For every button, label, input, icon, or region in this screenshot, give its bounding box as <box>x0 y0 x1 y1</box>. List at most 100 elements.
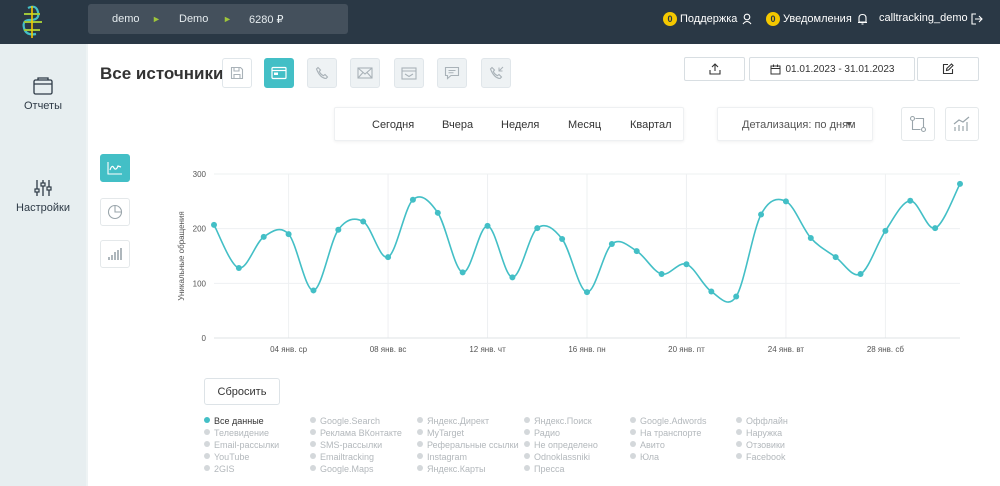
chevron-right-icon: ► <box>152 14 161 24</box>
logout-icon[interactable] <box>971 13 983 25</box>
tab-month[interactable]: Месяц <box>568 119 602 131</box>
edit-report-button[interactable] <box>917 57 979 81</box>
legend-dot-icon <box>417 417 423 423</box>
legend-item[interactable]: Instagram <box>417 452 467 462</box>
legend-label: Наружка <box>746 428 783 438</box>
data-point <box>932 225 939 232</box>
legend-item[interactable]: Google.Maps <box>310 464 374 474</box>
data-point <box>484 222 491 229</box>
line-chart: 0 100 200 300 04 янв. ср 08 янв. вс 12 янв. чт… <box>177 170 963 354</box>
legend-item[interactable]: 2GIS <box>204 464 235 474</box>
reset-button[interactable]: Сбросить <box>204 378 280 405</box>
legend-item[interactable]: Яндекс.Карты <box>417 464 485 474</box>
tab-today[interactable]: Сегодня <box>372 119 415 131</box>
legend-item[interactable]: Юла <box>630 452 659 462</box>
data-point <box>782 198 789 205</box>
account-name: Demo <box>179 13 209 25</box>
trend-button[interactable] <box>945 107 979 141</box>
date-range-picker[interactable]: 01.01.2023 - 31.01.2023 <box>749 57 915 81</box>
data-point <box>683 261 690 268</box>
legend-item[interactable]: Отзовики <box>736 440 785 450</box>
legend-item[interactable]: Odnoklassniki <box>524 452 590 462</box>
user-menu[interactable]: calltracking_demo <box>879 12 968 24</box>
legend-dot-icon <box>417 441 423 447</box>
chevron-right-icon: ► <box>223 14 232 24</box>
tab-week[interactable]: Неделя <box>501 119 540 131</box>
notifications-button[interactable]: 0 Уведомления <box>766 12 868 26</box>
legend-item[interactable]: Пресса <box>524 464 565 474</box>
forms-filter-button[interactable] <box>394 58 424 88</box>
data-point <box>434 209 441 216</box>
legend-item[interactable]: Оффлайн <box>736 416 788 426</box>
legend-dot-icon <box>417 465 423 471</box>
legend-item[interactable]: SMS-рассылки <box>310 440 382 450</box>
legend-item[interactable]: Яндекс.Поиск <box>524 416 592 426</box>
line-chart-icon <box>107 162 122 175</box>
settings-sliders-icon <box>34 180 52 196</box>
legend-item[interactable]: YouTube <box>204 452 249 462</box>
username: calltracking_demo <box>879 12 968 24</box>
support-button[interactable]: 0 Поддержка <box>663 12 753 26</box>
data-point <box>708 288 715 295</box>
legend-dot-icon <box>204 417 210 423</box>
data-point <box>882 227 889 234</box>
phone-icon <box>315 66 329 80</box>
calltracking-logo[interactable] <box>14 2 54 42</box>
sidebar-item-reports[interactable]: Отчеты <box>0 76 86 112</box>
chat-filter-button[interactable] <box>437 58 467 88</box>
browser-window-icon <box>271 66 287 80</box>
tab-yesterday[interactable]: Вчера <box>442 119 474 131</box>
y-axis-label: Уникальные обращения <box>177 211 186 301</box>
legend-label: Emailtracking <box>320 452 375 462</box>
account-login: demo <box>112 13 140 25</box>
compare-button[interactable] <box>901 107 935 141</box>
email-filter-button[interactable] <box>350 58 380 88</box>
legend-label: Отзовики <box>746 440 785 450</box>
legend-item[interactable]: Телевидение <box>204 428 269 438</box>
legend-item[interactable]: Google.Search <box>310 416 380 426</box>
legend-item[interactable]: Авито <box>630 440 665 450</box>
calls-filter-button[interactable] <box>307 58 337 88</box>
legend-item[interactable]: Все данные <box>204 416 264 426</box>
date-range-value: 01.01.2023 - 31.01.2023 <box>785 63 895 75</box>
bar-chart-type-button[interactable] <box>100 240 130 268</box>
page-title: Все источники <box>100 64 224 83</box>
y-tick-label: 100 <box>193 279 207 288</box>
pie-chart-type-button[interactable] <box>100 198 130 226</box>
legend-label: Реклама ВКонтакте <box>320 428 402 438</box>
legend-item[interactable]: Facebook <box>736 452 786 462</box>
legend-item[interactable]: Реклама ВКонтакте <box>310 428 402 438</box>
legend-item[interactable]: Emailtracking <box>310 452 374 462</box>
legend-label: Google.Search <box>320 416 381 426</box>
y-tick-label: 200 <box>193 225 207 234</box>
x-tick-label: 20 янв. пт <box>668 345 705 354</box>
callback-filter-button[interactable] <box>481 58 511 88</box>
sidebar-item-settings[interactable]: Настройки <box>0 178 86 214</box>
legend-item[interactable]: Реферальные ссылки <box>417 440 519 450</box>
x-tick-label: 24 янв. вт <box>768 345 805 354</box>
legend-dot-icon <box>736 417 742 423</box>
account-switcher[interactable]: demo ► Demo ► 6280 ₽ <box>88 4 348 34</box>
legend-dot-icon <box>630 441 636 447</box>
data-point <box>584 289 590 296</box>
legend-item[interactable]: Наружка <box>736 428 782 438</box>
detail-select[interactable]: Детализация: по дням <box>717 107 873 141</box>
all-sources-button[interactable] <box>264 58 294 88</box>
legend-item[interactable]: MyTarget <box>417 428 464 438</box>
legend-item[interactable]: Яндекс.Директ <box>417 416 489 426</box>
legend-item[interactable]: На транспорте <box>630 428 701 438</box>
save-report-button[interactable] <box>222 58 252 88</box>
tab-quarter[interactable]: Квартал <box>630 119 672 131</box>
legend-item[interactable]: Google.Adwords <box>630 416 707 426</box>
data-point <box>832 254 839 261</box>
legend-item[interactable]: Радио <box>524 428 560 438</box>
line-chart-type-button[interactable] <box>100 154 130 182</box>
export-button[interactable] <box>684 57 745 81</box>
floppy-disk-icon <box>230 66 244 80</box>
form-icon <box>401 66 417 80</box>
legend-dot-icon <box>630 429 636 435</box>
legend-item[interactable]: Не определено <box>524 440 598 450</box>
data-point <box>633 248 640 255</box>
data-point <box>608 240 615 247</box>
legend-item[interactable]: Email-рассылки <box>204 440 279 450</box>
